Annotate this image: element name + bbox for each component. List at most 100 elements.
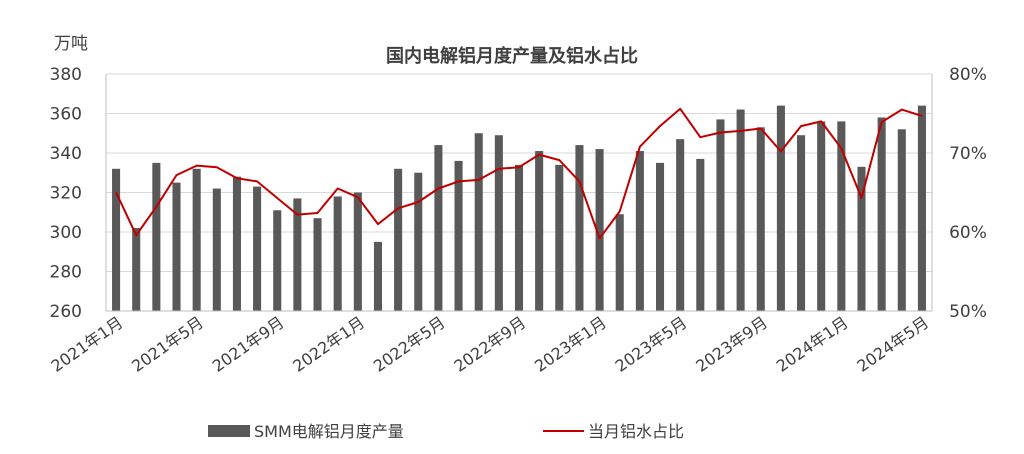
x-tick-label: 2021年9月	[209, 313, 288, 376]
ratio-point	[820, 120, 822, 123]
bar	[152, 162, 161, 311]
ratio-point	[417, 201, 420, 203]
ratio-point	[498, 168, 500, 170]
bar	[172, 182, 181, 311]
ratio-point	[719, 131, 722, 134]
right-tick-label: 60%	[949, 223, 987, 243]
left-tick-label: 260	[50, 302, 82, 322]
right-tick-label: 50%	[949, 302, 987, 322]
x-tick-label: 2023年1月	[531, 313, 610, 376]
ratio-point	[880, 121, 883, 123]
ratio-point	[699, 136, 702, 138]
bar	[595, 149, 604, 311]
bar	[756, 127, 765, 311]
ratio-point	[860, 197, 863, 199]
legend-label: 当月铝水占比	[588, 422, 684, 441]
ratio-point	[336, 187, 339, 190]
bar	[494, 135, 503, 311]
ratio-point	[155, 205, 158, 208]
left-tick-label: 360	[50, 105, 82, 125]
bar	[434, 145, 443, 311]
ratio-point	[115, 191, 117, 194]
x-tick-label: 2021年1月	[48, 313, 127, 376]
bar	[454, 160, 463, 311]
bar	[293, 198, 302, 311]
bar	[797, 135, 806, 311]
bar-series	[112, 105, 926, 312]
left-tick-label: 280	[50, 263, 82, 283]
x-tick-label: 2022年1月	[289, 313, 368, 376]
ratio-point	[477, 179, 480, 181]
bar	[575, 145, 584, 311]
left-axis-unit: 万吨	[54, 34, 88, 54]
line-series	[115, 107, 923, 240]
ratio-point	[800, 125, 802, 127]
bar	[676, 139, 685, 311]
ratio-point	[538, 153, 540, 156]
left-tick-label: 380	[50, 65, 82, 85]
bar	[514, 164, 524, 311]
bar	[394, 168, 403, 311]
legend-swatch-bar	[208, 425, 250, 437]
ratio-point	[397, 207, 399, 210]
bar	[373, 241, 383, 311]
bar	[313, 218, 322, 311]
right-tick-label: 70%	[949, 144, 987, 164]
ratio-point	[659, 125, 661, 127]
ratio-point	[840, 147, 843, 150]
ratio-point	[900, 108, 903, 111]
bar	[353, 192, 362, 311]
ratio-point	[256, 180, 258, 183]
ratio-point	[679, 107, 681, 110]
ratio-point	[921, 115, 923, 117]
left-tick-label: 320	[50, 184, 82, 204]
bar	[474, 133, 483, 311]
bar	[817, 121, 826, 312]
ratio-point	[195, 164, 198, 167]
bar	[696, 158, 705, 311]
bar	[253, 186, 262, 311]
ratio-point	[437, 187, 440, 190]
x-tick-label: 2022年9月	[450, 313, 529, 376]
ratio-point	[618, 210, 621, 213]
bar	[333, 196, 342, 311]
ratio-point	[296, 213, 299, 216]
bar	[192, 168, 201, 311]
left-tick-label: 340	[50, 144, 82, 164]
bar	[776, 105, 785, 311]
legend: SMM电解铝月度产量 当月铝水占比	[208, 422, 684, 441]
bar	[716, 119, 725, 311]
ratio-point	[739, 130, 742, 132]
ratio-point	[518, 166, 520, 169]
bar	[635, 151, 644, 311]
x-tick-label: 2024年1月	[773, 313, 852, 376]
ratio-point	[578, 180, 581, 183]
x-tick-label: 2022年5月	[370, 313, 449, 376]
ratio-point	[357, 196, 359, 199]
bar	[917, 105, 926, 311]
bar	[655, 162, 665, 311]
bar	[212, 188, 221, 311]
bar	[897, 129, 906, 311]
legend-label: SMM电解铝月度产量	[254, 422, 404, 441]
left-tick-label: 300	[50, 223, 82, 243]
ratio-point	[175, 174, 178, 176]
bar	[132, 228, 141, 311]
ratio-point	[598, 237, 601, 240]
bar	[535, 151, 544, 311]
bar	[736, 109, 745, 311]
ratio-point	[316, 212, 319, 214]
ratio-point	[759, 127, 762, 130]
bar	[877, 117, 886, 311]
chart-title: 国内电解铝月度产量及铝水占比	[386, 45, 638, 67]
bar	[273, 210, 282, 311]
ratio-point	[639, 145, 641, 148]
bar	[112, 168, 121, 311]
right-tick-label: 80%	[949, 65, 987, 85]
x-tick-label: 2023年5月	[612, 313, 691, 376]
bar	[837, 121, 846, 312]
x-tick-label: 2021年5月	[128, 313, 207, 376]
ratio-point	[780, 150, 782, 153]
bar	[232, 176, 241, 311]
